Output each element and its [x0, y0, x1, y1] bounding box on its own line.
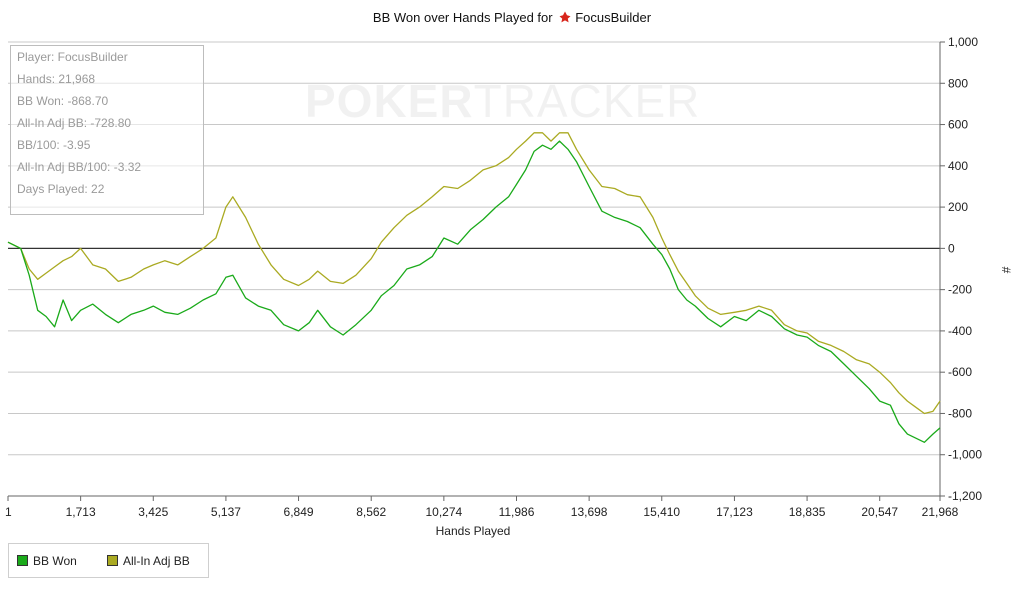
chart-title: BB Won over Hands Played for FocusBuilde…	[0, 10, 1024, 25]
y-tick-label: 0	[948, 241, 955, 255]
chart-title-player: FocusBuilder	[575, 10, 652, 25]
pokerstars-icon	[558, 10, 572, 24]
y-tick-label: -1,000	[948, 448, 982, 462]
x-tick-label: 18,835	[789, 505, 826, 519]
y-tick-label: 600	[948, 118, 968, 132]
plot-border	[8, 42, 941, 497]
x-tick-label: 1	[5, 505, 12, 519]
series-line-bb-won	[7, 140, 941, 443]
y-tick-label: -1,200	[948, 489, 982, 503]
stat-hands: Hands: 21,968	[17, 72, 96, 86]
x-tick-label: 11,986	[499, 505, 535, 519]
x-tick-label: 1,713	[66, 505, 96, 519]
legend-swatch-all-in-adj-bb	[107, 555, 118, 566]
x-tick-label: 6,849	[284, 505, 314, 519]
legend-label-bb-won: BB Won	[33, 554, 77, 568]
x-tick-label: 5,137	[211, 505, 241, 519]
y-tick-label: -800	[948, 406, 972, 420]
x-tick-label: 21,968	[922, 505, 959, 519]
legend-swatch-bb-won	[17, 555, 28, 566]
y-axis-title: #	[999, 267, 1013, 274]
stat-bb-won: BB Won: -868.70	[17, 94, 109, 108]
y-tick-label: -200	[948, 283, 972, 297]
legend-item-bb-won[interactable]: BB Won	[17, 554, 77, 568]
y-tick-label: 400	[948, 159, 968, 173]
stat-all-in-adj-bb-per-100: All-In Adj BB/100: -3.32	[17, 160, 142, 174]
x-tick-label: 15,410	[643, 505, 680, 519]
y-tick-label: 800	[948, 76, 968, 90]
series-line-all-in-adj-bb	[7, 132, 941, 415]
grid-lines	[8, 41, 940, 497]
chart-title-prefix: BB Won over Hands Played for	[372, 10, 553, 25]
x-tick-label: 17,123	[716, 505, 753, 519]
legend: BB Won All-In Adj BB	[8, 543, 209, 578]
y-tick-label: -400	[948, 324, 972, 338]
stats-panel: Player: FocusBuilder Hands: 21,968 BB Wo…	[10, 45, 204, 215]
stat-all-in-adj-bb: All-In Adj BB: -728.80	[17, 116, 132, 130]
x-tick-label: 13,698	[571, 505, 608, 519]
y-tick-label: -600	[948, 365, 972, 379]
x-tick-label: 10,274	[426, 505, 463, 519]
stat-days-played: Days Played: 22	[17, 182, 105, 196]
x-axis: 1 1,713 3,425 5,137 6,849 8,562 10,274 11,986 13…	[5, 496, 959, 519]
stat-player: Player: FocusBuilder	[17, 50, 128, 64]
x-axis-title: Hands Played	[436, 524, 511, 538]
x-tick-label: 3,425	[138, 505, 168, 519]
x-tick-label: 20,547	[861, 505, 898, 519]
y-tick-label: 1,000	[948, 35, 978, 49]
y-tick-label: 200	[948, 200, 968, 214]
series-layer	[7, 132, 941, 443]
stat-bb-per-100: BB/100: -3.95	[17, 138, 91, 152]
y-axis: 1,000 800 600 400 200 0 -200 -400 -600 -800 -1,000…	[940, 35, 982, 503]
legend-item-all-in-adj-bb[interactable]: All-In Adj BB	[107, 554, 190, 568]
legend-label-all-in-adj-bb: All-In Adj BB	[123, 554, 190, 568]
x-tick-label: 8,562	[356, 505, 386, 519]
